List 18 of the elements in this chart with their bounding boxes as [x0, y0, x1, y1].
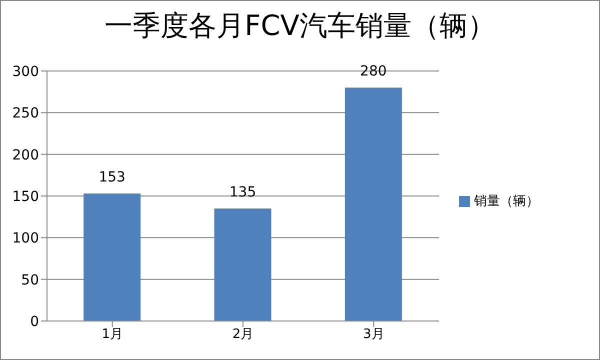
bar: [344, 88, 402, 321]
chart-title: 一季度各月FCV汽车销量（辆）: [104, 8, 496, 44]
bar: [214, 208, 272, 321]
x-tick-label: 2月: [232, 327, 254, 342]
data-label: 153: [98, 170, 126, 186]
y-tick-label: 200: [12, 147, 39, 164]
y-tick-label: 150: [12, 188, 39, 205]
y-tick-label: 300: [12, 64, 39, 80]
x-tick-label: 3月: [363, 327, 384, 342]
bar: [84, 194, 141, 321]
y-tick-label: 0: [30, 314, 39, 330]
y-tick-label: 250: [12, 106, 39, 122]
data-label: 280: [360, 64, 387, 80]
y-tick-label: 100: [12, 230, 39, 247]
data-label: 135: [229, 184, 256, 200]
legend-label: 销量（辆）: [474, 194, 539, 209]
y-tick-label: 50: [21, 272, 39, 288]
x-tick-label: 1月: [102, 327, 123, 342]
